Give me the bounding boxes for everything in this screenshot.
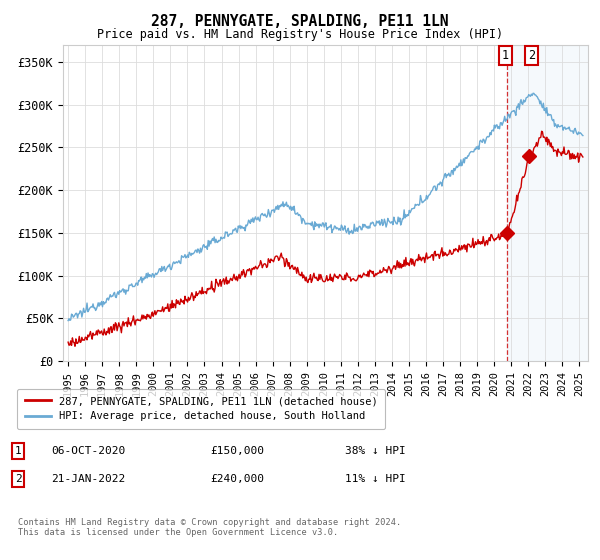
Text: Price paid vs. HM Land Registry's House Price Index (HPI): Price paid vs. HM Land Registry's House … <box>97 28 503 41</box>
Text: 2: 2 <box>528 49 535 62</box>
Text: 1: 1 <box>502 49 509 62</box>
Text: 06-OCT-2020: 06-OCT-2020 <box>51 446 125 456</box>
Bar <box>507 45 600 361</box>
Text: £150,000: £150,000 <box>210 446 264 456</box>
Text: 38% ↓ HPI: 38% ↓ HPI <box>345 446 406 456</box>
Text: 1: 1 <box>14 446 22 456</box>
Text: 2: 2 <box>14 474 22 484</box>
Text: 11% ↓ HPI: 11% ↓ HPI <box>345 474 406 484</box>
Text: Contains HM Land Registry data © Crown copyright and database right 2024.
This d: Contains HM Land Registry data © Crown c… <box>18 518 401 538</box>
Legend: 287, PENNYGATE, SPALDING, PE11 1LN (detached house), HPI: Average price, detache: 287, PENNYGATE, SPALDING, PE11 1LN (deta… <box>17 389 385 428</box>
Text: £240,000: £240,000 <box>210 474 264 484</box>
Text: 21-JAN-2022: 21-JAN-2022 <box>51 474 125 484</box>
Text: 287, PENNYGATE, SPALDING, PE11 1LN: 287, PENNYGATE, SPALDING, PE11 1LN <box>151 14 449 29</box>
